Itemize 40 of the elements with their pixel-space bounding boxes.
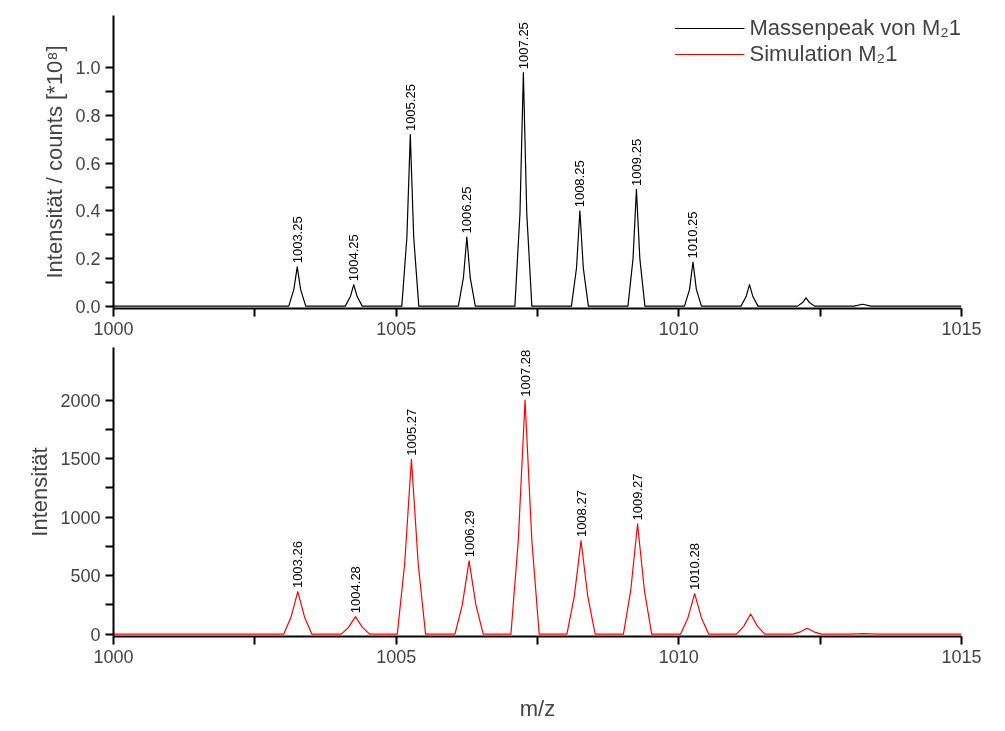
y-tick-label: 500 xyxy=(70,566,101,587)
annotation: 1008.25 xyxy=(572,160,588,208)
y-tick-label: 0.4 xyxy=(75,201,101,222)
x-tick-label: 1005 xyxy=(376,318,417,339)
annotation: 1009.25 xyxy=(628,138,644,186)
y-tick-label: 0.8 xyxy=(75,106,101,127)
y-tick-label: 1.0 xyxy=(75,58,101,79)
annotation: 1010.25 xyxy=(685,211,701,259)
annotation: 1003.26 xyxy=(290,541,306,589)
x-tick-label: 1015 xyxy=(941,646,982,667)
y-tick-label: 0.0 xyxy=(75,296,101,317)
legend-label: Simulation M₂1 xyxy=(749,41,898,67)
y-axis-title: Intensität / counts [*10⁸] xyxy=(42,45,68,279)
y-tick-label: 0.6 xyxy=(75,153,101,174)
x-axis-title: m/z xyxy=(519,695,556,721)
annotation: 1004.25 xyxy=(346,234,362,282)
y-tick-label: 2000 xyxy=(60,390,101,411)
x-tick-label: 1010 xyxy=(658,318,699,339)
x-tick-label: 1015 xyxy=(941,318,982,339)
annotation: 1007.28 xyxy=(517,349,533,397)
y-tick-label: 0.2 xyxy=(75,248,101,269)
y-tick-label: 1000 xyxy=(60,507,101,528)
x-tick-label: 1000 xyxy=(93,318,134,339)
annotation: 1006.25 xyxy=(459,186,475,234)
legend-label: Massenpeak von M₂1 xyxy=(749,15,961,41)
annotation: 1005.25 xyxy=(402,84,418,132)
annotation: 1008.27 xyxy=(573,490,589,538)
annotation: 1004.28 xyxy=(347,566,363,614)
x-tick-label: 1010 xyxy=(658,646,699,667)
y-axis-title: Intensität xyxy=(27,447,53,537)
annotation: 1006.29 xyxy=(461,510,477,558)
annotation: 1003.25 xyxy=(289,216,305,264)
annotation: 1010.28 xyxy=(687,543,703,591)
annotation: 1007.25 xyxy=(515,22,531,70)
y-tick-label: 0 xyxy=(90,624,101,645)
y-tick-label: 1500 xyxy=(60,449,101,470)
annotation: 1009.27 xyxy=(630,473,646,521)
annotation: 1005.27 xyxy=(403,408,419,456)
x-tick-label: 1005 xyxy=(376,646,417,667)
x-tick-label: 1000 xyxy=(93,646,134,667)
